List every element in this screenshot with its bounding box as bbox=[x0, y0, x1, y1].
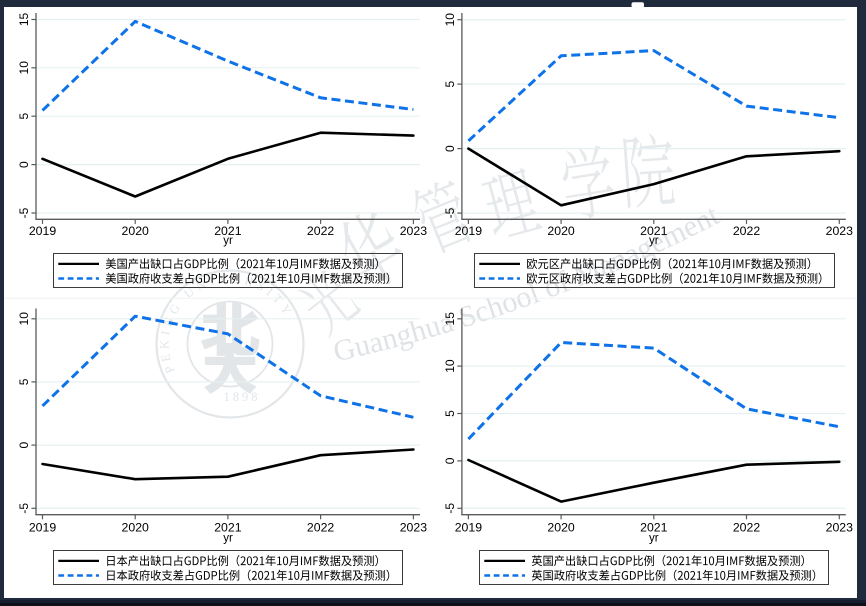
svg-text:-5: -5 bbox=[443, 207, 457, 218]
svg-text:5: 5 bbox=[17, 113, 31, 120]
svg-text:0: 0 bbox=[443, 457, 457, 464]
svg-text:-5: -5 bbox=[443, 503, 457, 514]
svg-text:2023: 2023 bbox=[826, 224, 854, 238]
svg-text:2019: 2019 bbox=[455, 520, 483, 534]
svg-text:1898: 1898 bbox=[224, 390, 261, 404]
svg-text:2023: 2023 bbox=[826, 520, 854, 534]
svg-text:yr: yr bbox=[223, 532, 233, 544]
svg-text:5: 5 bbox=[443, 410, 457, 417]
svg-text:-5: -5 bbox=[17, 207, 31, 218]
svg-text:2021: 2021 bbox=[640, 520, 668, 534]
svg-text:2021: 2021 bbox=[640, 224, 668, 238]
svg-text:5: 5 bbox=[17, 378, 31, 385]
svg-text:5: 5 bbox=[443, 80, 457, 87]
svg-text:2023: 2023 bbox=[400, 224, 428, 238]
svg-text:2019: 2019 bbox=[455, 224, 483, 238]
svg-text:2021: 2021 bbox=[214, 224, 242, 238]
svg-text:0: 0 bbox=[443, 145, 457, 152]
svg-text:2020: 2020 bbox=[122, 224, 150, 238]
svg-text:10: 10 bbox=[443, 13, 457, 27]
svg-text:yr: yr bbox=[649, 235, 659, 247]
svg-text:2021: 2021 bbox=[214, 520, 242, 534]
svg-text:10: 10 bbox=[443, 359, 457, 373]
svg-text:0: 0 bbox=[17, 441, 31, 448]
svg-text:15: 15 bbox=[17, 13, 31, 27]
svg-text:0: 0 bbox=[17, 161, 31, 168]
svg-text:-5: -5 bbox=[17, 503, 31, 514]
svg-text:2022: 2022 bbox=[733, 224, 761, 238]
svg-text:15: 15 bbox=[443, 312, 457, 326]
svg-text:2022: 2022 bbox=[307, 224, 335, 238]
svg-text:2020: 2020 bbox=[547, 224, 575, 238]
svg-text:10: 10 bbox=[17, 312, 31, 326]
svg-text:10: 10 bbox=[17, 61, 31, 75]
svg-text:yr: yr bbox=[649, 532, 659, 544]
svg-text:2023: 2023 bbox=[400, 520, 428, 534]
svg-text:2020: 2020 bbox=[547, 520, 575, 534]
svg-text:2019: 2019 bbox=[29, 520, 57, 534]
svg-text:yr: yr bbox=[223, 235, 233, 247]
svg-text:2022: 2022 bbox=[307, 520, 335, 534]
svg-text:2022: 2022 bbox=[733, 520, 761, 534]
svg-text:2019: 2019 bbox=[29, 224, 57, 238]
svg-text:2020: 2020 bbox=[122, 520, 150, 534]
